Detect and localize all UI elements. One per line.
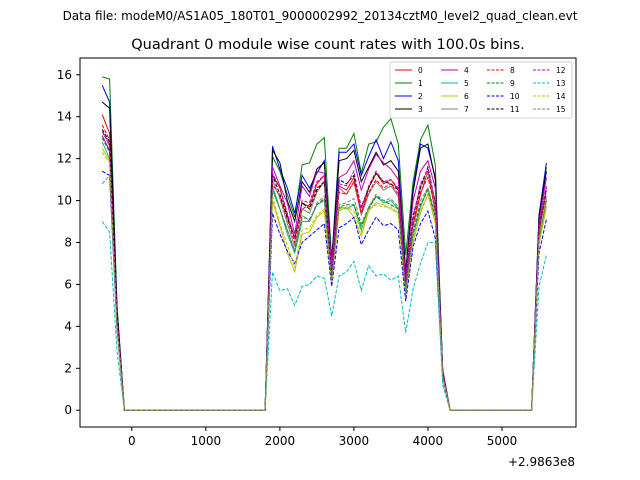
y-tick-label: 12 [57, 152, 72, 166]
plot-area [101, 76, 547, 411]
legend-label-3: 3 [418, 105, 423, 114]
chart-title: Quadrant 0 module wise count rates with … [131, 37, 525, 53]
legend-label-14: 14 [556, 92, 566, 101]
series-line-15 [101, 174, 547, 411]
y-tick-label: 4 [64, 319, 72, 333]
legend-label-8: 8 [510, 66, 515, 75]
y-tick-label: 14 [57, 110, 72, 124]
legend-label-7: 7 [464, 105, 469, 114]
y-tick-label: 2 [64, 361, 72, 375]
y-tick-label: 0 [64, 403, 72, 417]
legend-label-11: 11 [510, 105, 520, 114]
x-tick-label: 0 [128, 434, 136, 448]
y-tick-label: 16 [57, 68, 72, 82]
x-tick-label: 1000 [191, 434, 222, 448]
x-offset-text: +2.9863e8 [508, 455, 575, 469]
y-tick-label: 10 [57, 194, 72, 208]
legend-label-10: 10 [510, 92, 520, 101]
x-tick-label: 4000 [413, 434, 444, 448]
legend-label-2: 2 [418, 92, 423, 101]
x-tick-label: 5000 [487, 434, 518, 448]
x-tick-label: 3000 [339, 434, 370, 448]
suptitle: Data file: modeM0/AS1A05_180T01_90000029… [63, 9, 578, 23]
legend-label-1: 1 [418, 79, 423, 88]
legend-label-6: 6 [464, 92, 469, 101]
legend-label-15: 15 [556, 105, 566, 114]
legend-label-12: 12 [556, 66, 566, 75]
legend-label-0: 0 [418, 66, 423, 75]
x-tick-label: 2000 [265, 434, 296, 448]
legend-label-4: 4 [464, 66, 469, 75]
legend-box [389, 61, 573, 119]
legend-label-5: 5 [464, 79, 469, 88]
legend-label-13: 13 [556, 79, 566, 88]
legend-label-9: 9 [510, 79, 515, 88]
y-tick-label: 8 [64, 236, 72, 250]
y-tick-label: 6 [64, 277, 72, 291]
series-line-14 [101, 152, 547, 411]
